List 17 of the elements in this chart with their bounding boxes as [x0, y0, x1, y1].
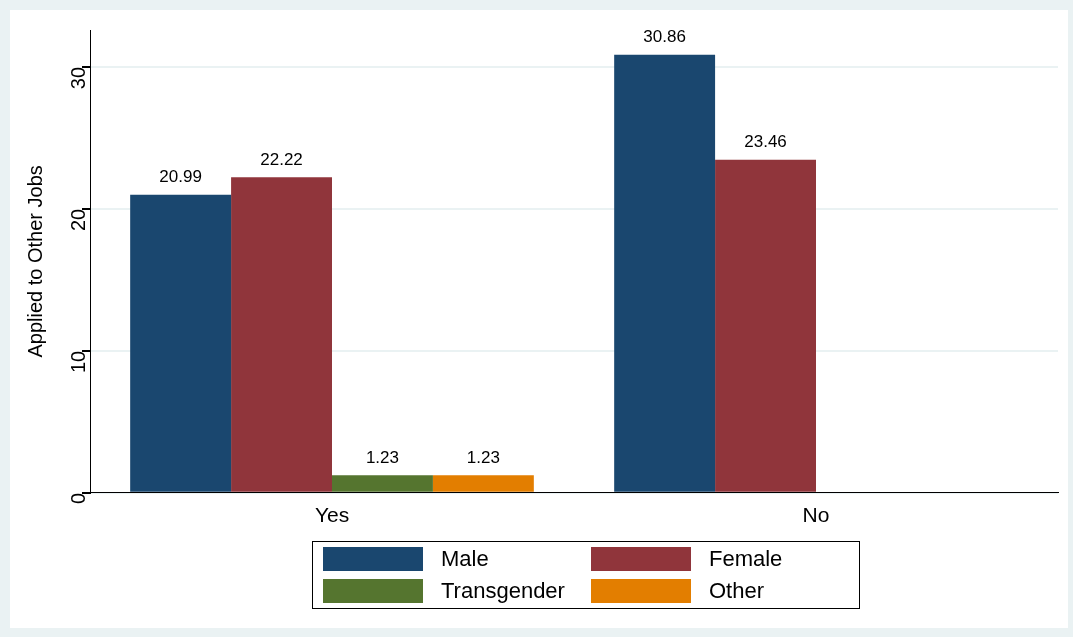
data-label: 1.23 [365, 447, 399, 467]
legend-label: Female [709, 546, 783, 572]
y-tick-label: 20 [66, 208, 89, 232]
y-tick-label: 0 [66, 492, 89, 504]
x-tick-label: No [802, 503, 830, 527]
legend-label: Male [441, 546, 489, 572]
data-label: 22.22 [260, 149, 303, 169]
legend-label: Other [709, 578, 765, 604]
data-label: 20.99 [159, 167, 202, 187]
y-tick-label: 10 [66, 350, 89, 374]
y-tick-label: 30 [66, 66, 89, 90]
data-label: 1.23 [466, 447, 500, 467]
y-axis-title: Applied to Other Jobs [23, 165, 46, 358]
data-label: 30.86 [643, 26, 686, 46]
data-label: 23.46 [744, 131, 787, 151]
x-tick-label: Yes [314, 503, 350, 527]
legend-label: Transgender [441, 578, 565, 604]
